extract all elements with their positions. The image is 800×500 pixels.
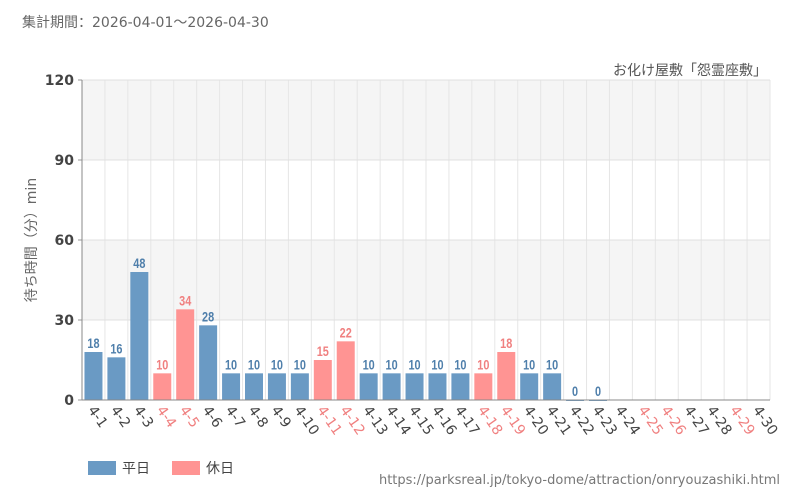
- x-tick-label-4-7: 4-7: [222, 403, 248, 431]
- value-label-4-21: 10: [546, 357, 558, 373]
- value-label-4-23: 0: [595, 384, 601, 400]
- x-tick-label-4-4: 4-4: [153, 403, 179, 431]
- value-label-4-3: 48: [133, 256, 145, 272]
- value-label-4-20: 10: [523, 357, 535, 373]
- x-tick-label-4-8: 4-8: [245, 403, 271, 431]
- value-label-4-1: 18: [87, 336, 99, 352]
- bar-4-3: [130, 272, 149, 400]
- x-tick-label-4-27: 4-27: [680, 403, 711, 438]
- bar-4-15: [405, 373, 424, 400]
- value-label-4-18: 10: [477, 357, 489, 373]
- legend-item-weekday: 平日: [88, 458, 150, 478]
- bar-4-18: [474, 373, 493, 400]
- x-tick-label-4-29: 4-29: [726, 403, 757, 438]
- bar-4-12: [336, 341, 355, 400]
- bar-4-7: [222, 373, 241, 400]
- value-label-4-4: 10: [156, 357, 168, 373]
- value-label-4-17: 10: [454, 357, 466, 373]
- x-tick-label-4-25: 4-25: [635, 403, 666, 438]
- x-tick-label-4-28: 4-28: [703, 403, 734, 438]
- x-tick-label-4-30: 4-30: [749, 403, 780, 438]
- bar-4-8: [245, 373, 263, 400]
- value-label-4-9: 10: [271, 357, 283, 373]
- legend-swatch-weekday: [88, 461, 116, 475]
- x-tick-label-4-19: 4-19: [497, 403, 528, 438]
- bar-4-1: [84, 352, 103, 400]
- value-label-4-5: 34: [179, 293, 191, 309]
- y-tick-label: 60: [55, 233, 75, 249]
- value-label-4-11: 15: [317, 344, 329, 360]
- legend-label-holiday: 休日: [206, 461, 234, 477]
- x-tick-label-4-6: 4-6: [199, 403, 225, 431]
- x-tick-label-4-20: 4-20: [520, 403, 551, 438]
- x-tick-label-4-3: 4-3: [130, 403, 156, 431]
- x-tick-label-4-15: 4-15: [405, 403, 436, 438]
- x-tick-label-4-9: 4-9: [268, 403, 294, 431]
- value-label-4-14: 10: [386, 357, 398, 373]
- value-label-4-6: 28: [202, 309, 214, 325]
- value-label-4-19: 18: [500, 336, 512, 352]
- x-tick-label-4-5: 4-5: [176, 403, 202, 431]
- value-label-4-10: 10: [294, 357, 306, 373]
- x-tick-label-4-2: 4-2: [107, 403, 133, 431]
- bar-4-17: [451, 373, 470, 400]
- bars: [84, 272, 607, 401]
- bar-4-9: [267, 373, 286, 400]
- x-tick-label-4-18: 4-18: [474, 403, 505, 438]
- y-tick-labels: 0 30 60 90 120: [45, 73, 82, 409]
- bar-4-16: [428, 373, 447, 400]
- x-tick-label-4-17: 4-17: [451, 403, 482, 438]
- value-label-4-7: 10: [225, 357, 237, 373]
- bar-4-20: [520, 373, 539, 400]
- bar-4-14: [382, 373, 401, 400]
- source-url: https://parksreal.jp/tokyo-dome/attracti…: [378, 473, 780, 488]
- value-label-4-15: 10: [408, 357, 420, 373]
- y-tick-label: 90: [55, 153, 75, 169]
- bar-4-11: [313, 360, 332, 400]
- y-tick-label: 0: [64, 393, 74, 409]
- x-tick-label-4-11: 4-11: [314, 403, 345, 438]
- value-label-4-22: 0: [572, 384, 578, 400]
- bar-4-19: [497, 352, 516, 400]
- chart-title: お化け屋敷「怨霊座敷」: [613, 63, 767, 79]
- legend-item-holiday: 休日: [172, 458, 234, 478]
- x-tick-label-4-22: 4-22: [566, 403, 597, 438]
- x-tick-label-4-14: 4-14: [382, 403, 413, 438]
- bar-4-6: [199, 325, 218, 400]
- x-tick-label-4-23: 4-23: [589, 403, 620, 438]
- y-tick-label: 30: [55, 313, 75, 329]
- bar-4-5: [176, 309, 195, 400]
- value-label-4-12: 22: [340, 325, 352, 341]
- bar-4-21: [543, 373, 562, 400]
- y-axis-label: 待ち時間（分）min: [24, 178, 40, 302]
- x-tick-label-4-1: 4-1: [84, 403, 110, 431]
- legend: 平日 休日: [88, 458, 234, 478]
- x-tick-label-4-10: 4-10: [291, 403, 322, 438]
- value-label-4-16: 10: [431, 357, 443, 373]
- value-label-4-8: 10: [248, 357, 260, 373]
- x-tick-label-4-21: 4-21: [543, 403, 574, 438]
- legend-label-weekday: 平日: [122, 461, 150, 477]
- x-tick-label-4-24: 4-24: [612, 403, 643, 438]
- bar-4-4: [153, 373, 172, 400]
- period-label: 集計期間：2026-04-01～2026-04-30: [22, 15, 269, 31]
- x-tick-labels: 4-14-24-34-44-54-64-74-84-94-104-114-124…: [84, 403, 780, 438]
- bar-4-13: [359, 373, 378, 400]
- x-tick-label-4-12: 4-12: [336, 403, 367, 438]
- value-labels: 18 16 48 10 34 28 10 10 10 10 15 22 10 10 10 10 10 10 18 10…: [87, 256, 601, 400]
- legend-swatch-holiday: [172, 461, 200, 475]
- x-tick-label-4-16: 4-16: [428, 403, 459, 438]
- y-tick-label: 120: [45, 73, 74, 89]
- bar-4-10: [290, 373, 309, 400]
- value-label-4-13: 10: [363, 357, 375, 373]
- x-tick-label-4-26: 4-26: [658, 403, 689, 438]
- x-tick-label-4-13: 4-13: [359, 403, 390, 438]
- bar-4-2: [107, 357, 126, 400]
- value-label-4-2: 16: [110, 341, 122, 357]
